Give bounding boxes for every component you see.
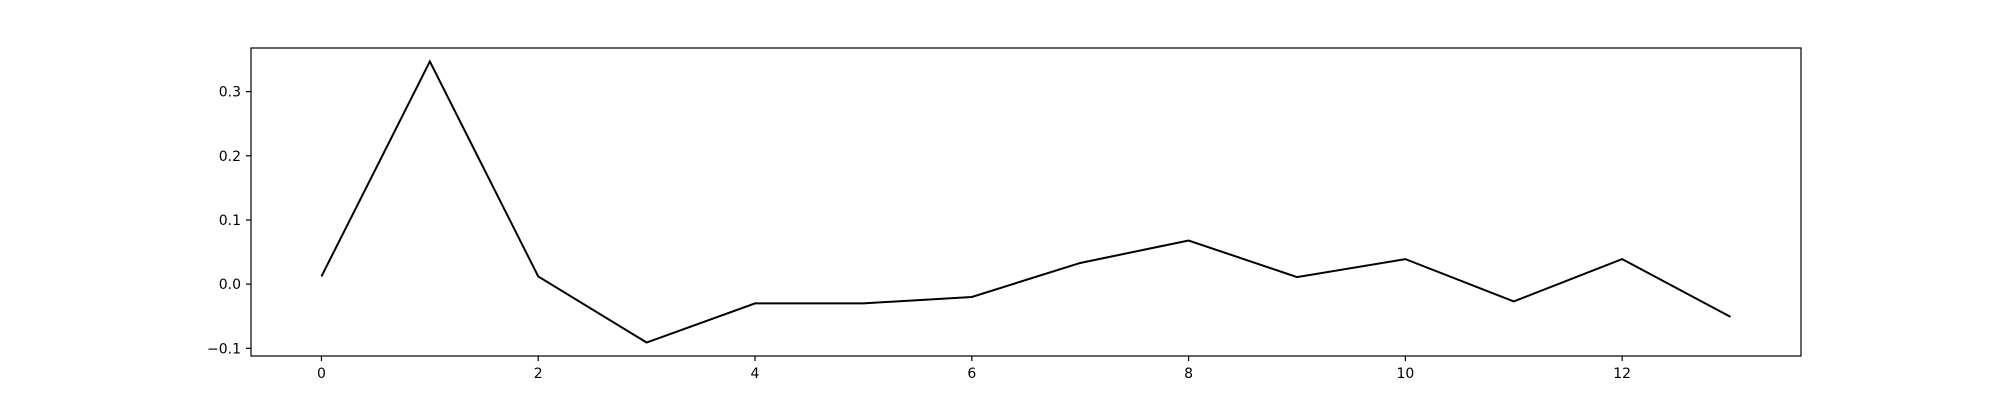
x-tick-label: 0 <box>317 366 326 382</box>
y-tick-label: 0.3 <box>219 85 241 101</box>
y-tick-label: 0.2 <box>219 149 241 165</box>
y-axis: −0.1 0.0 0.1 0.2 0.3 <box>207 85 251 357</box>
x-tick-label: 2 <box>534 366 543 382</box>
plot-area <box>250 47 1802 357</box>
x-tick-label: 6 <box>967 366 976 382</box>
y-tick-label: −0.1 <box>207 341 241 357</box>
x-axis: 0 2 4 6 8 10 12 <box>317 356 1631 382</box>
x-tick-label: 10 <box>1396 366 1414 382</box>
series-line <box>320 59 1732 344</box>
x-tick-label: 12 <box>1613 366 1631 382</box>
x-tick-label: 4 <box>751 366 760 382</box>
series-layer <box>320 59 1732 344</box>
y-tick-label: 0.1 <box>219 213 241 229</box>
x-tick-label: 8 <box>1184 366 1193 382</box>
y-tick-label: 0.0 <box>219 277 241 293</box>
axes-frame <box>250 47 1802 357</box>
